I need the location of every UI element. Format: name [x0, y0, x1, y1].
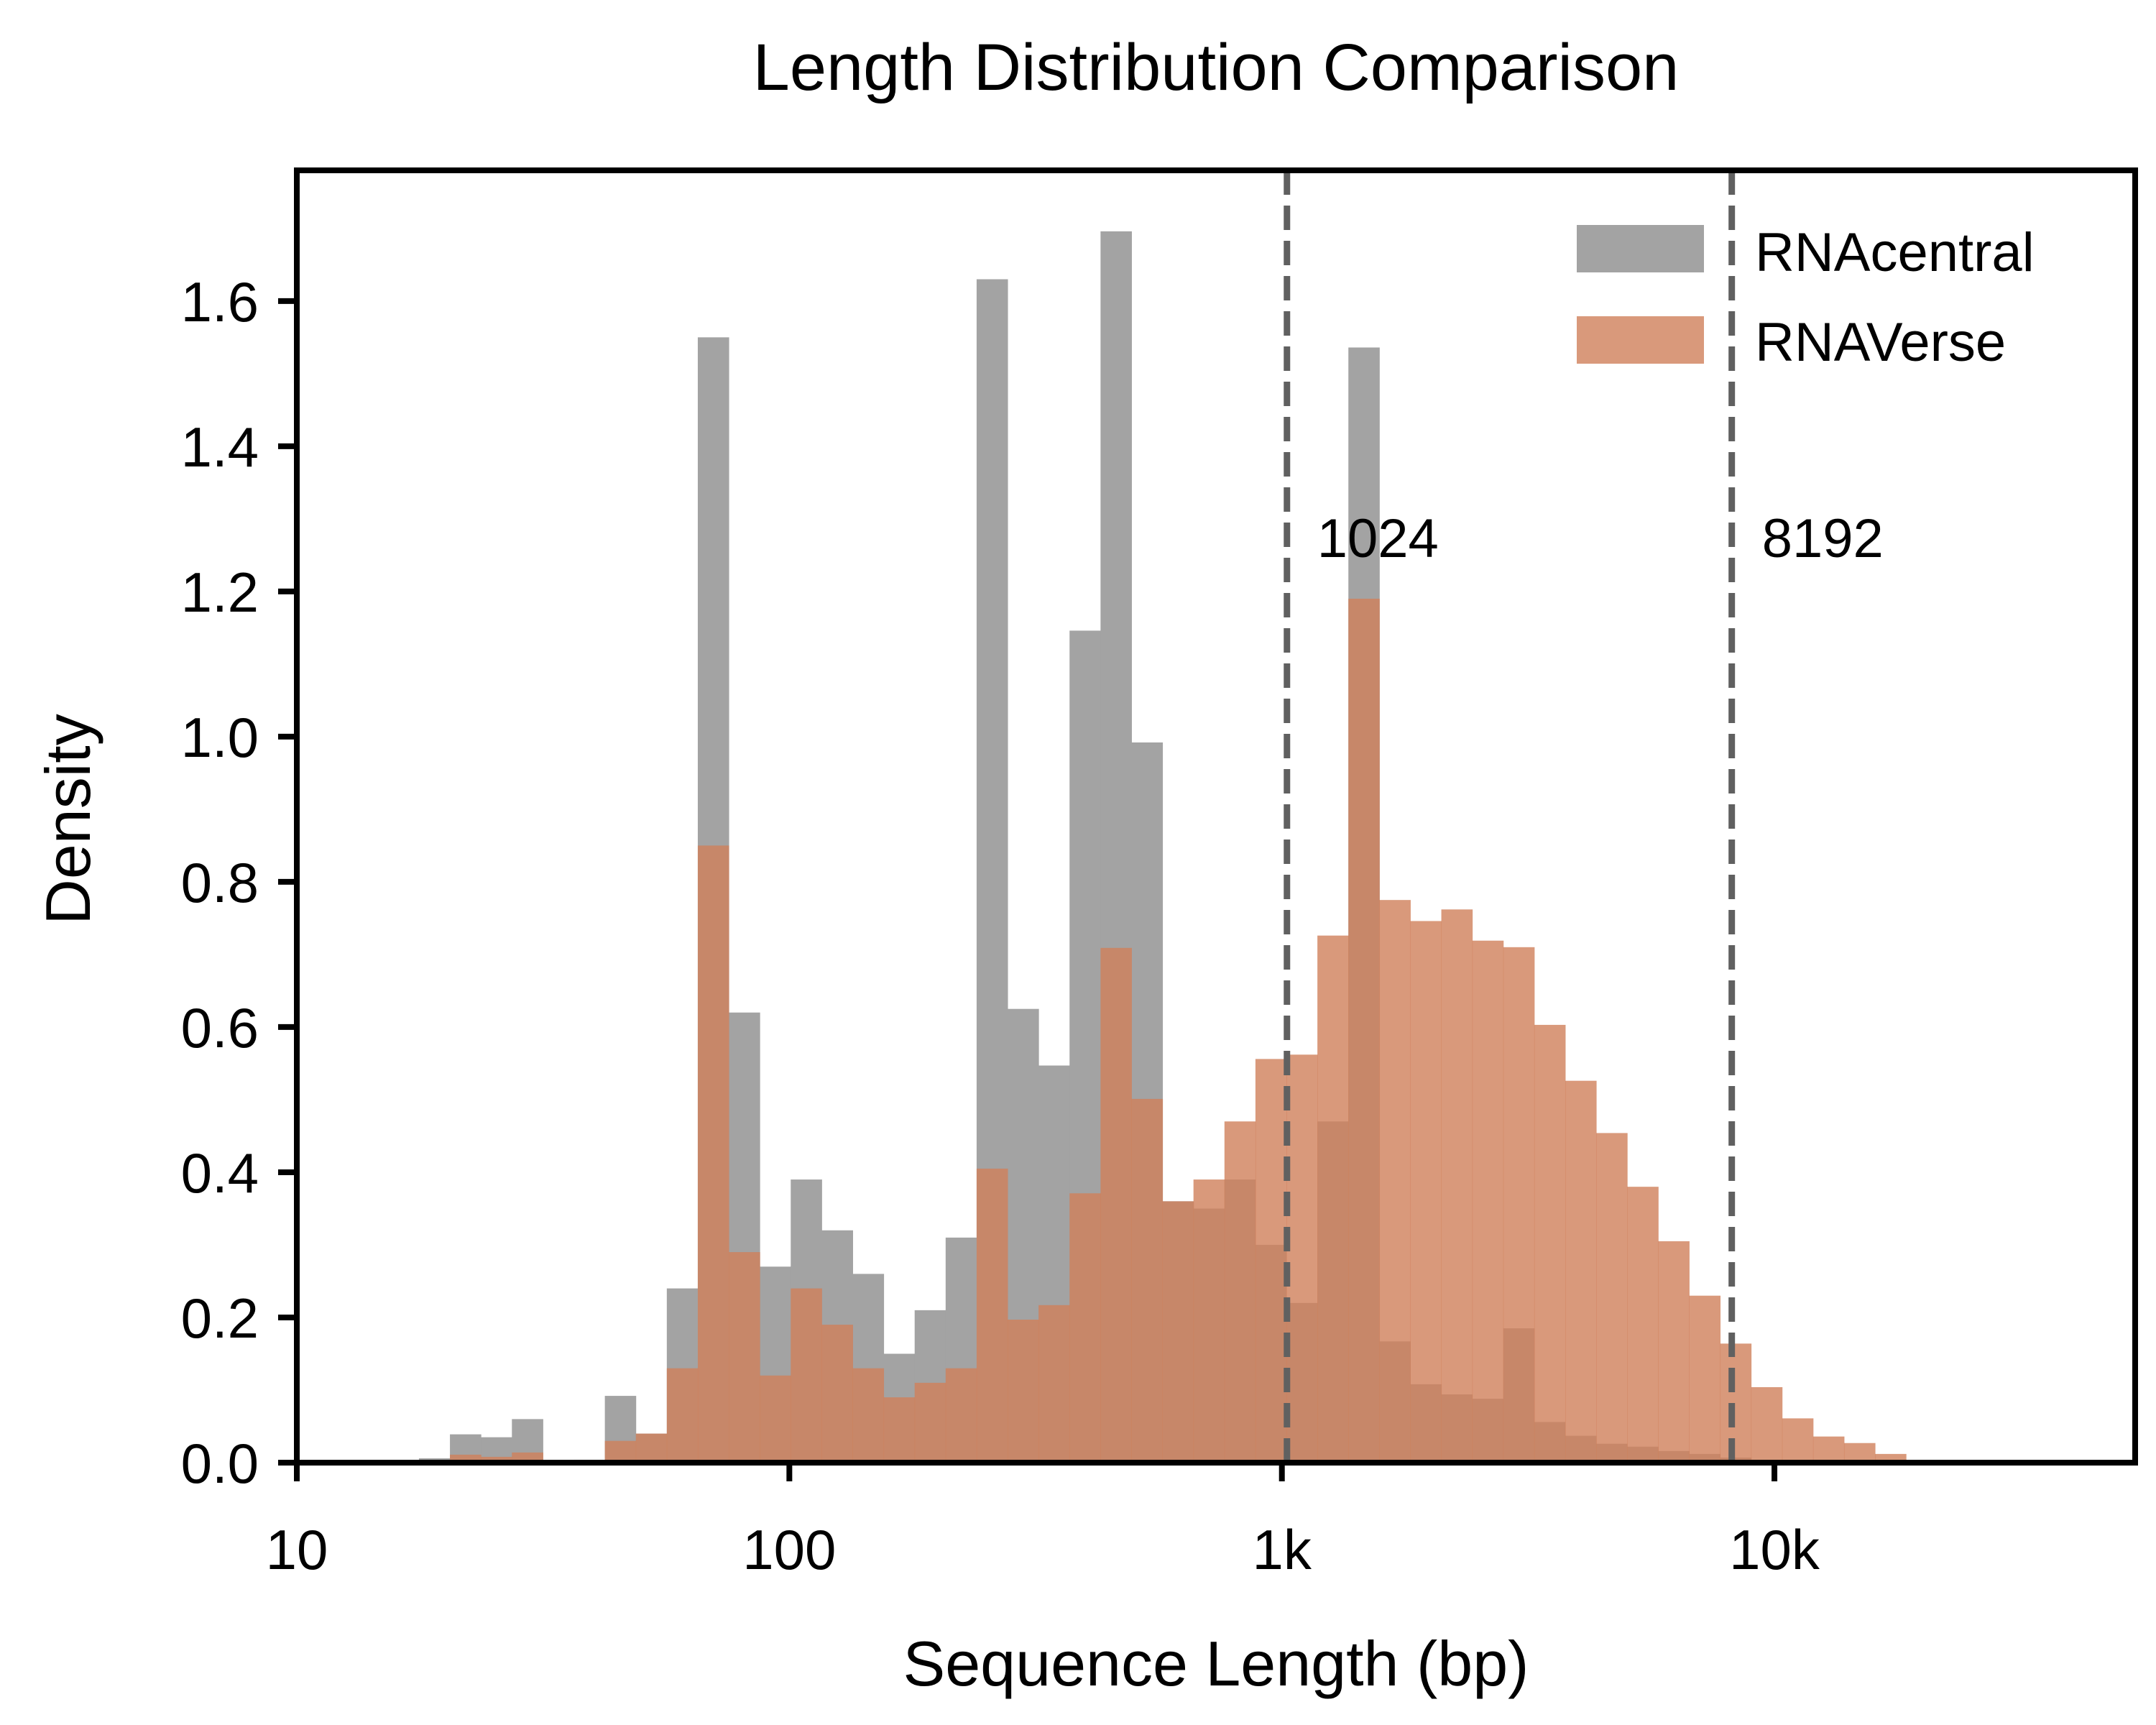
x-tick-label: 10k	[1729, 1518, 1820, 1581]
x-tick-label: 1k	[1253, 1518, 1312, 1581]
legend-swatch-rnacentral	[1577, 225, 1704, 272]
bar-rnaverse-9	[697, 845, 729, 1463]
bar-rnaverse-46	[1843, 1443, 1876, 1463]
bar-rnaverse-28	[1286, 1054, 1318, 1463]
legend-swatch-rnaverse	[1577, 316, 1704, 364]
bar-rnaverse-27	[1255, 1059, 1287, 1463]
bar-rnaverse-41	[1689, 1295, 1721, 1463]
bar-rnaverse-44	[1782, 1418, 1814, 1463]
bar-rnaverse-10	[729, 1252, 760, 1463]
y-tick-label: 0.2	[181, 1287, 259, 1350]
x-axis-label: Sequence Length (bp)	[903, 1628, 1529, 1699]
bars-layer	[418, 231, 1938, 1463]
bar-rnaverse-30	[1348, 598, 1380, 1463]
bar-rnaverse-34	[1472, 940, 1504, 1463]
legend: RNAcentral RNAVerse	[1577, 222, 2035, 373]
bar-rnaverse-17	[945, 1368, 977, 1463]
bar-rnaverse-29	[1317, 935, 1349, 1463]
bar-rnaverse-21	[1069, 1193, 1101, 1463]
bar-rnaverse-24	[1162, 1201, 1194, 1463]
reference-lines: 1024 8192	[1284, 170, 1884, 1463]
bar-rnaverse-22	[1100, 947, 1132, 1463]
y-tick-label: 1.4	[181, 415, 259, 479]
bar-rnaverse-40	[1658, 1241, 1690, 1463]
y-tick-label: 1.0	[181, 706, 259, 769]
bar-rnaverse-18	[976, 1168, 1008, 1463]
y-tick-label: 0.4	[181, 1141, 259, 1205]
plot-frame	[294, 167, 2138, 1466]
x-tick-label: 100	[742, 1518, 836, 1581]
y-tick-label: 1.2	[181, 561, 259, 624]
bar-rnaverse-23	[1131, 1098, 1164, 1463]
bar-rnaverse-39	[1627, 1187, 1659, 1463]
bar-rnaverse-13	[821, 1325, 853, 1463]
bar-rnaverse-20	[1038, 1305, 1070, 1463]
bar-rnaverse-26	[1224, 1121, 1256, 1463]
legend-label-rnacentral: RNAcentral	[1755, 222, 2035, 283]
y-tick-label: 0.8	[181, 851, 259, 914]
bar-rnaverse-35	[1503, 947, 1535, 1463]
bar-rnaverse-16	[914, 1382, 946, 1463]
y-tick-label: 1.6	[181, 270, 259, 334]
bar-rnaverse-36	[1534, 1024, 1566, 1463]
bar-rnaverse-2	[481, 1456, 512, 1463]
bar-rnaverse-33	[1441, 909, 1473, 1463]
reference-label-1024: 1024	[1317, 508, 1439, 569]
x-axis-ticks: 10 100 1k 10k	[266, 1463, 1820, 1581]
chart-title: Length Distribution Comparison	[753, 31, 1680, 104]
bar-rnaverse-1	[450, 1454, 482, 1463]
bar-rnaverse-7	[635, 1433, 668, 1463]
bar-rnaverse-45	[1812, 1436, 1845, 1463]
bar-rnaverse-32	[1410, 921, 1442, 1463]
bar-rnaverse-14	[852, 1368, 885, 1463]
bar-rnaverse-31	[1379, 900, 1411, 1463]
bar-rnaverse-19	[1008, 1320, 1039, 1463]
bar-rnaverse-8	[666, 1368, 699, 1463]
legend-label-rnaverse: RNAVerse	[1755, 312, 2006, 373]
reference-label-8192: 8192	[1762, 508, 1884, 569]
bar-rnaverse-12	[791, 1288, 822, 1463]
bar-rnaverse-42	[1720, 1343, 1752, 1463]
bar-rnaverse-37	[1565, 1080, 1597, 1463]
bar-rnaverse-25	[1193, 1179, 1225, 1463]
bar-rnaverse-6	[604, 1440, 637, 1463]
y-axis-label: Density	[32, 714, 103, 924]
x-tick-label: 10	[266, 1518, 328, 1581]
y-axis-ticks: 0.0 0.2 0.4 0.6 0.8 1.0 1.2 1.4 1.6	[181, 270, 297, 1495]
bar-rnaverse-15	[883, 1397, 916, 1463]
y-tick-label: 0.0	[181, 1432, 259, 1495]
bar-rnaverse-38	[1596, 1133, 1628, 1463]
bar-rnaverse-43	[1751, 1386, 1783, 1463]
y-tick-label: 0.6	[181, 996, 259, 1059]
bar-rnaverse-11	[760, 1375, 791, 1463]
